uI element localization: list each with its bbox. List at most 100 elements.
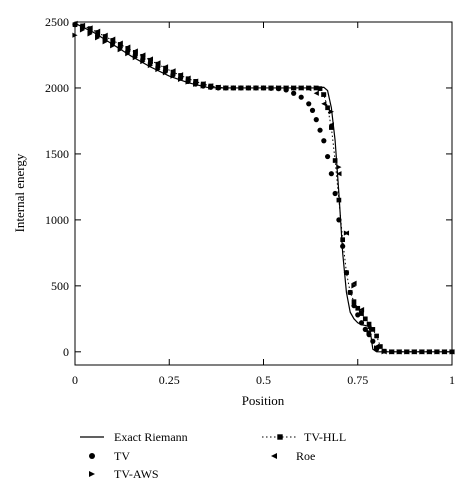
data-point-tv-hll	[359, 311, 364, 316]
legend-label-tv-aws: TV-AWS	[114, 467, 159, 481]
data-point-roe	[404, 349, 410, 355]
legend: Exact Riemann TV TV-AWS TV-HLL Roe	[80, 430, 346, 481]
ticks-layer: 0 0.25 0.5 0.75 1 0 500 1000 1500 2000 2500	[45, 15, 455, 387]
data-point-tv-hll	[332, 158, 338, 163]
data-point-roe	[79, 22, 86, 28]
data-point-tv	[291, 90, 297, 96]
data-point-roe	[358, 306, 365, 313]
data-point-tv	[328, 171, 334, 177]
data-point-roe	[170, 68, 176, 74]
data-point-roe	[374, 343, 380, 350]
data-point-tv-aws	[87, 31, 93, 37]
data-point-tv	[340, 243, 346, 249]
data-point-tv-hll	[170, 69, 176, 75]
x-tick-label: 0.75	[347, 373, 368, 387]
data-point-tv-hll	[321, 92, 327, 97]
legend-swatch-tv	[89, 453, 95, 459]
data-point-roe	[313, 90, 319, 96]
data-point-tv	[317, 127, 323, 133]
data-point-roe	[102, 32, 108, 38]
data-point-roe	[132, 48, 138, 54]
data-point-tv	[306, 101, 312, 107]
data-point-tv	[321, 138, 327, 144]
data-point-roe	[381, 349, 387, 355]
data-point-roe	[193, 78, 199, 84]
data-point-tv-aws	[336, 164, 342, 170]
data-point-roe	[328, 122, 334, 128]
data-point-tv-hll	[140, 53, 146, 59]
x-tick-label: 0.5	[256, 373, 271, 387]
data-point-tv	[332, 190, 338, 197]
y-tick-label: 0	[63, 345, 69, 359]
data-point-tv-hll	[95, 30, 100, 35]
legend-swatch-tv-hll	[277, 434, 283, 440]
data-point-tv-aws	[147, 62, 153, 69]
legend-item-tv-aws: TV-AWS	[89, 467, 159, 481]
data-point-roe	[291, 85, 297, 91]
data-point-tv-hll	[344, 270, 349, 275]
data-point-tv-hll	[102, 34, 108, 39]
data-point-tv	[336, 217, 342, 223]
y-tick-label: 2500	[45, 15, 69, 29]
legend-swatch-tv-aws	[89, 471, 95, 477]
plot-frame	[74, 21, 453, 366]
y-axis-label: Internal energy	[12, 153, 27, 232]
data-point-roe	[200, 81, 206, 87]
series-tv-aws	[72, 27, 455, 355]
data-point-tv	[351, 303, 357, 309]
data-point-tv-aws	[132, 55, 138, 61]
data-point-roe	[208, 83, 214, 89]
legend-item-tv-hll: TV-HLL	[262, 430, 346, 444]
data-point-tv-hll	[110, 38, 116, 43]
data-point-tv-hll	[148, 57, 153, 63]
data-point-roe	[245, 85, 252, 91]
data-point-tv-aws	[102, 39, 108, 45]
x-tick-label: 0	[72, 373, 78, 387]
data-point-tv	[370, 338, 376, 344]
y-tick-label: 1000	[45, 213, 69, 227]
legend-item-tv: TV	[89, 449, 130, 463]
plot-area: 0 0.25 0.5 0.75 1 0 500 1000 1500 2000 2500	[45, 15, 455, 387]
data-point-tv-aws	[140, 58, 146, 65]
data-point-tv-hll	[340, 237, 346, 243]
data-point-roe	[419, 349, 425, 355]
data-point-tv	[313, 117, 319, 123]
data-point-roe	[336, 171, 342, 177]
data-point-tv-hll	[336, 197, 342, 203]
x-axis-label: Position	[242, 393, 285, 408]
data-point-tv-aws	[125, 51, 131, 57]
data-point-tv-hll	[378, 344, 383, 349]
series-line-exact-riemann	[74, 22, 452, 353]
series-exact-riemann	[74, 22, 452, 353]
data-point-tv-aws	[162, 70, 169, 76]
data-point-roe	[238, 85, 244, 91]
data-point-tv-aws	[170, 73, 176, 79]
data-point-tv-hll	[117, 42, 123, 47]
data-point-tv-hll	[163, 65, 168, 71]
data-point-roe	[155, 60, 161, 66]
data-point-roe	[306, 86, 312, 92]
data-point-tv-hll	[374, 333, 379, 339]
data-point-roe	[366, 325, 372, 331]
data-point-roe	[140, 52, 146, 58]
data-point-tv-aws	[177, 76, 184, 82]
data-point-roe	[125, 44, 131, 50]
series-line-tv-hll	[74, 24, 452, 353]
data-point-tv-hll	[347, 290, 353, 295]
data-point-tv-hll	[132, 50, 138, 55]
data-point-roe	[283, 85, 289, 91]
data-point-roe	[343, 230, 350, 236]
data-point-tv	[298, 94, 304, 100]
y-tick-label: 500	[51, 279, 69, 293]
data-point-roe	[230, 85, 236, 91]
data-point-roe	[434, 349, 440, 355]
data-point-roe	[260, 85, 267, 91]
data-point-tv-aws	[95, 35, 101, 41]
data-point-roe	[147, 56, 153, 62]
data-point-tv-aws	[155, 66, 161, 73]
legend-item-roe: Roe	[271, 449, 315, 463]
data-point-tv-hll	[317, 86, 323, 91]
data-point-roe	[110, 36, 116, 42]
data-point-tv-hll	[370, 327, 376, 332]
